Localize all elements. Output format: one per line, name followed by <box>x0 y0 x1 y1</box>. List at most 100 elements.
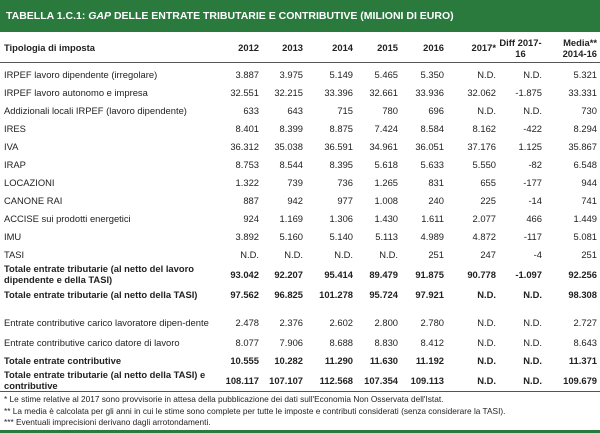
cell-value: 3.892 <box>235 230 259 242</box>
cell-value: 109.679 <box>545 369 600 392</box>
cell-value: 696 <box>428 104 444 116</box>
cell-value: N.D. <box>523 104 542 116</box>
cell-value: 91.875 <box>415 268 444 280</box>
cell-value: 924 <box>243 212 259 224</box>
table-row: Totale entrate tributarie (al netto del … <box>0 263 600 285</box>
cell-value: 109.113 <box>401 369 447 392</box>
cell-value: 95.724 <box>369 288 398 300</box>
cell-value: -14 <box>528 194 542 206</box>
cell-value: 2.800 <box>374 316 398 328</box>
cell-value: 8.584 <box>420 122 444 134</box>
cell-value: 11.630 <box>369 354 398 366</box>
cell-value: 3.975 <box>279 68 303 80</box>
cell-value: 96.825 <box>274 288 303 300</box>
cell-value: 730 <box>581 104 597 116</box>
table-title: TABELLA 1.C.1: GAP DELLE ENTRATE TRIBUTA… <box>0 0 600 32</box>
cell-value: 4.989 <box>420 230 444 242</box>
cell-value: 36.051 <box>415 140 444 152</box>
table-row: Totale entrate tributarie (al netto dell… <box>0 369 600 392</box>
row-label: Totale entrate contributive <box>4 354 122 366</box>
cell-value: 5.113 <box>375 230 398 242</box>
footnote: ** La media è calcolata per gli anni in … <box>4 405 506 416</box>
cell-value: 240 <box>428 194 444 206</box>
row-label: Entrate contributive carico lavoratore d… <box>4 316 209 328</box>
row-label: Totale entrate tributarie (al netto dell… <box>0 369 215 392</box>
cell-value: 6.548 <box>573 158 597 170</box>
title-prefix: TABELLA 1.C.1: <box>6 10 89 22</box>
cell-value: -117 <box>523 230 542 242</box>
cell-value: 33.396 <box>324 86 353 98</box>
cell-value: 8.077 <box>235 336 259 348</box>
footnote: * Le stime relative al 2017 sono provvis… <box>4 394 444 404</box>
row-label: Totale entrate tributarie (al netto del … <box>4 263 194 285</box>
column-header: Media** 2014-16 <box>545 34 600 63</box>
cell-value: 33.331 <box>568 86 597 98</box>
row-label: IRAP <box>4 158 26 170</box>
cell-value: 107.107 <box>262 369 306 392</box>
row-label: IMU <box>4 230 22 242</box>
table-row: Addizionali locali IRPEF (lavoro dipende… <box>0 101 600 119</box>
column-header: 2015 <box>356 34 401 63</box>
cell-value: 101.278 <box>319 288 353 300</box>
cell-value: 4.872 <box>472 230 496 242</box>
row-label: Totale entrate tributarie (al netto dell… <box>4 288 198 300</box>
cell-value: 5.321 <box>573 68 597 80</box>
cell-value: 5.140 <box>329 230 353 242</box>
cell-value: 32.551 <box>230 86 259 98</box>
cell-value: 8.875 <box>329 122 353 134</box>
cell-value: 32.215 <box>274 86 303 98</box>
cell-value: 5.160 <box>279 230 303 242</box>
cell-value: 715 <box>337 104 353 116</box>
cell-value: 8.401 <box>235 122 259 134</box>
cell-value: 2.376 <box>279 316 303 328</box>
cell-value: -82 <box>528 158 542 170</box>
cell-value: 5.465 <box>374 68 398 80</box>
cell-value: 942 <box>287 194 303 206</box>
cell-value: N.D. <box>523 316 542 328</box>
cell-value: -1.875 <box>515 86 542 98</box>
cell-value: 36.591 <box>324 140 353 152</box>
table-row: IRES 8.401 8.399 8.875 7.424 8.584 8.162 -422 8.… <box>0 119 600 137</box>
cell-value: N.D. <box>240 248 259 260</box>
cell-value: 1.611 <box>421 212 444 224</box>
cell-value: 633 <box>243 104 259 116</box>
cell-value: 977 <box>337 194 353 206</box>
cell-value: 1.125 <box>518 140 542 152</box>
cell-value: 89.479 <box>369 268 398 280</box>
cell-value: 5.149 <box>329 68 353 80</box>
cell-value: 98.308 <box>568 288 597 300</box>
cell-value: 37.176 <box>467 140 496 152</box>
cell-value: 466 <box>526 212 542 224</box>
footnotes: * Le stime relative al 2017 sono provvis… <box>0 392 600 429</box>
table-row: LOCAZIONI 1.322 739 736 1.265 831 655 -177 944 <box>0 173 600 191</box>
column-header: Diff 2017-16 <box>499 34 545 63</box>
cell-value: 95.414 <box>324 268 353 280</box>
cell-value: N.D. <box>477 104 496 116</box>
bottom-bar <box>0 429 600 433</box>
cell-value: 35.038 <box>274 140 303 152</box>
cell-value: N.D. <box>477 336 496 348</box>
cell-value: 8.162 <box>472 122 496 134</box>
column-header: 2013 <box>262 34 306 63</box>
cell-value: N.D. <box>477 288 496 300</box>
table-row: Entrate contributive carico datore di la… <box>0 333 600 351</box>
cell-value: N.D. <box>284 248 303 260</box>
gap-table: Tipologia di imposta 2012 2013 2014 2015 2016… <box>0 34 600 392</box>
table-row: IMU 3.892 5.160 5.140 5.113 4.989 4.872 -117 5.0… <box>0 227 600 245</box>
column-header: 2016 <box>401 34 447 63</box>
table-row: IVA 36.312 35.038 36.591 34.961 36.051 37.176 1… <box>0 137 600 155</box>
cell-value: 8.412 <box>420 336 444 348</box>
cell-value: N.D. <box>523 288 542 300</box>
column-header: Tipologia di imposta <box>0 34 215 63</box>
cell-value: N.D. <box>523 68 542 80</box>
cell-value: 8.830 <box>374 336 398 348</box>
cell-value: N.D. <box>523 336 542 348</box>
title-rest: DELLE ENTRATE TRIBUTARIE E CONTRIBUTIVE … <box>111 10 454 22</box>
cell-value: 1.449 <box>573 212 597 224</box>
cell-value: 1.322 <box>235 176 259 188</box>
column-header: 2017* <box>447 34 499 63</box>
cell-value: 11.371 <box>568 354 597 366</box>
cell-value: 3.887 <box>235 68 259 80</box>
cell-value: 643 <box>287 104 303 116</box>
row-label: LOCAZIONI <box>4 176 55 188</box>
